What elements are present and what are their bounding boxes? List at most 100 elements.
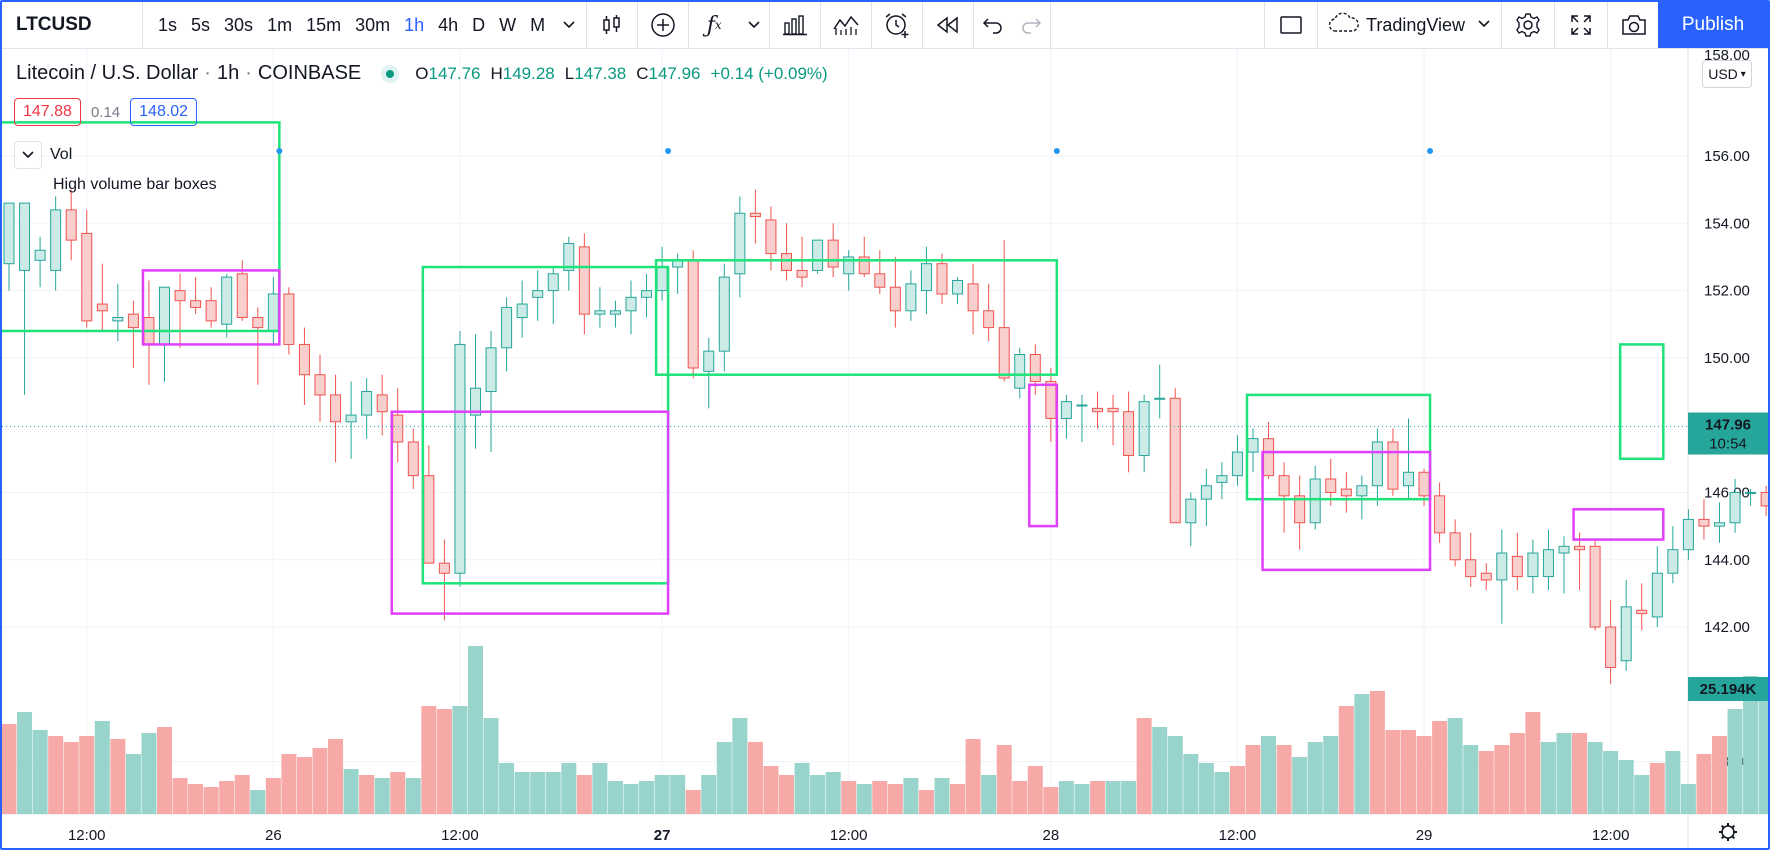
candle-body[interactable]	[1480, 572, 1492, 581]
add-compare-icon[interactable]	[638, 2, 688, 48]
high-volume-box[interactable]	[141, 269, 281, 346]
interval-dropdown-icon[interactable]	[552, 2, 586, 48]
undo-icon[interactable]	[974, 2, 1012, 48]
collapse-chevron-icon[interactable]	[14, 141, 42, 169]
candle-body[interactable]	[1698, 518, 1710, 527]
candle-body[interactable]	[749, 212, 761, 218]
publish-button[interactable]: Publish	[1658, 2, 1768, 48]
candle-body[interactable]	[252, 317, 264, 329]
candle-body[interactable]	[1714, 522, 1725, 527]
candle-body[interactable]	[641, 290, 653, 298]
candle-body[interactable]	[1154, 397, 1166, 400]
high-volume-box[interactable]	[2, 121, 281, 333]
candle-body[interactable]	[1169, 397, 1181, 524]
candle-body[interactable]	[470, 387, 481, 416]
candle-body[interactable]	[1387, 441, 1399, 490]
candle-body[interactable]	[1309, 478, 1321, 524]
indicator-templates-icon[interactable]	[821, 2, 871, 48]
candle-body[interactable]	[1014, 354, 1026, 389]
candle-body[interactable]	[1076, 404, 1088, 407]
candle-body[interactable]	[454, 343, 466, 574]
interval-5s[interactable]: 5s	[191, 14, 211, 35]
candle-body[interactable]	[998, 327, 1010, 379]
candle-body[interactable]	[236, 273, 248, 319]
legend-title[interactable]: Litecoin / U.S. Dollar	[16, 62, 199, 84]
candle-body[interactable]	[423, 475, 435, 564]
candle-body[interactable]	[547, 273, 559, 292]
market-status-icon[interactable]	[381, 64, 400, 83]
candle-body[interactable]	[625, 296, 637, 312]
candles-icon[interactable]	[587, 2, 637, 48]
candle-body[interactable]	[594, 310, 606, 315]
candle-body[interactable]	[1263, 438, 1275, 477]
candle-body[interactable]	[1247, 438, 1259, 453]
candle-body[interactable]	[952, 280, 964, 295]
settings-gear-icon[interactable]	[1502, 2, 1554, 48]
candle-body[interactable]	[889, 286, 901, 312]
alert-icon[interactable]	[872, 2, 922, 48]
interval-15m[interactable]: 15m	[306, 14, 342, 35]
candle-body[interactable]	[361, 391, 373, 416]
currency-selector[interactable]: USD ▾	[1702, 60, 1752, 88]
candle-body[interactable]	[205, 300, 217, 322]
candle-body[interactable]	[967, 283, 979, 312]
indicator-row-vol[interactable]: Vol	[14, 140, 217, 170]
high-volume-box[interactable]	[654, 259, 1059, 376]
candle-body[interactable]	[314, 374, 326, 396]
candle-body[interactable]	[874, 273, 886, 288]
candle-body[interactable]	[96, 303, 108, 312]
candle-body[interactable]	[609, 310, 621, 315]
candle-body[interactable]	[1200, 485, 1212, 500]
high-volume-box[interactable]	[1028, 383, 1059, 528]
interval-1m[interactable]: 1m	[267, 14, 293, 35]
candle-body[interactable]	[656, 266, 668, 292]
candle-body[interactable]	[3, 202, 15, 265]
candle-body[interactable]	[1651, 572, 1663, 618]
redo-icon[interactable]	[1012, 2, 1050, 48]
candle-body[interactable]	[516, 303, 528, 319]
high-volume-box[interactable]	[1572, 508, 1665, 541]
interval-d[interactable]: D	[472, 14, 486, 35]
interval-m[interactable]: M	[530, 14, 546, 35]
candle-body[interactable]	[1138, 401, 1150, 456]
candle-body[interactable]	[1605, 626, 1617, 668]
interval-1h[interactable]: 1h	[404, 14, 425, 35]
candle-body[interactable]	[159, 286, 170, 345]
candle-body[interactable]	[1760, 491, 1768, 507]
candle-body[interactable]	[1340, 488, 1352, 497]
candle-body[interactable]	[50, 209, 62, 271]
interval-1s[interactable]: 1s	[158, 14, 178, 35]
candle-body[interactable]	[1682, 518, 1694, 551]
candle-body[interactable]	[1542, 549, 1554, 578]
candle-body[interactable]	[1029, 354, 1041, 382]
candle-body[interactable]	[983, 310, 995, 329]
interval-30m[interactable]: 30m	[355, 14, 391, 35]
layout-menu-button[interactable]: TradingView	[1318, 2, 1501, 48]
interval-30s[interactable]: 30s	[224, 14, 254, 35]
candle-body[interactable]	[330, 394, 342, 423]
candle-body[interactable]	[920, 263, 932, 292]
candle-body[interactable]	[1325, 478, 1337, 493]
candle-body[interactable]	[1356, 485, 1368, 497]
replay-icon[interactable]	[923, 2, 973, 48]
time-axis-settings-icon[interactable]	[1719, 823, 1737, 841]
indicator-row-boxes[interactable]: High volume bar boxes	[14, 170, 217, 200]
candle-body[interactable]	[1558, 545, 1570, 554]
candle-body[interactable]	[283, 293, 295, 345]
candle-body[interactable]	[1060, 401, 1072, 419]
candle-body[interactable]	[485, 347, 497, 393]
candle-body[interactable]	[1729, 491, 1741, 524]
candle-body[interactable]	[578, 246, 590, 315]
candle-body[interactable]	[1294, 495, 1306, 524]
candle-body[interactable]	[298, 343, 310, 376]
candle-body[interactable]	[532, 290, 544, 298]
candle-body[interactable]	[1045, 380, 1057, 419]
candle-body[interactable]	[221, 276, 233, 325]
candle-body[interactable]	[843, 256, 855, 275]
candle-body[interactable]	[687, 259, 699, 369]
candle-body[interactable]	[1216, 475, 1228, 483]
candle-body[interactable]	[936, 263, 948, 295]
candle-body[interactable]	[1092, 407, 1103, 413]
candle-body[interactable]	[1745, 491, 1757, 494]
